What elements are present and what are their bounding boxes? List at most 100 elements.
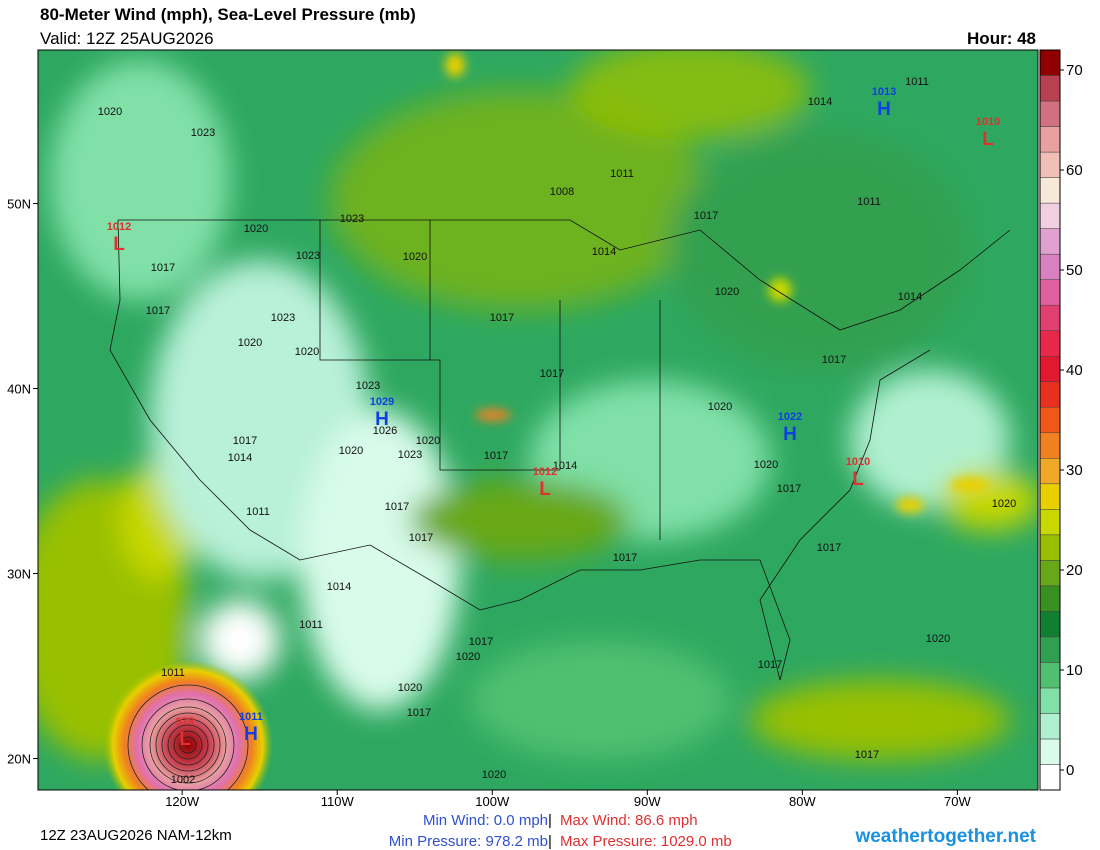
isobar-label: 1023 — [398, 449, 422, 461]
colorbar-box — [1039, 662, 1061, 689]
colorbar-label: 0 — [1066, 762, 1074, 779]
isobar-label: 1017 — [385, 501, 409, 513]
center-pressure: 1029 — [370, 396, 394, 408]
center-pressure: 1013 — [872, 86, 896, 98]
title: 80-Meter Wind (mph), Sea-Level Pressure … — [40, 5, 416, 24]
isobar-label: 1020 — [339, 445, 363, 457]
colorbar-box — [1039, 458, 1061, 485]
isobar-label: 1011 — [246, 506, 270, 518]
isobar-label: 1020 — [403, 251, 427, 263]
isobar-label: 1017 — [407, 707, 431, 719]
isobar-label: 1020 — [295, 346, 319, 358]
colorbar: 0 10 20 30 40 50 60 70 — [1039, 49, 1083, 791]
colorbar-box — [1039, 483, 1061, 510]
colorbar-frame — [1039, 49, 1061, 791]
lon-label: 80W — [789, 794, 816, 809]
isobar-label: 1017 — [540, 368, 564, 380]
colorbar-box — [1039, 764, 1061, 791]
isobar-label: 1017 — [613, 552, 637, 564]
isobar-label: 1020 — [398, 682, 422, 694]
lon-label: 90W — [634, 794, 661, 809]
center-symbol: L — [852, 469, 864, 490]
isobar-label: 1017 — [855, 749, 879, 761]
isobar-label: 1011 — [905, 76, 929, 88]
max-pressure: Max Pressure: 1029.0 mb — [560, 833, 732, 850]
colorbar-box — [1039, 432, 1061, 459]
colorbar-box — [1039, 279, 1061, 306]
isobar-label: 1023 — [296, 250, 320, 262]
colorbar-box — [1039, 330, 1061, 357]
isobar-label: 1017 — [758, 659, 782, 671]
center-symbol: H — [244, 724, 258, 745]
colorbar-box — [1039, 687, 1061, 714]
isobar-label: 1014 — [228, 452, 252, 464]
lat-label: 20N — [7, 752, 31, 767]
center-symbol: L — [113, 234, 125, 255]
colorbar-box — [1039, 126, 1061, 153]
colorbar-box — [1039, 534, 1061, 561]
center-symbol: H — [877, 99, 891, 120]
isobar-label: 1011 — [299, 619, 323, 631]
colorbar-box — [1039, 202, 1061, 229]
isobar-label: 1017 — [409, 532, 433, 544]
colorbar-box — [1039, 406, 1061, 434]
center-symbol: H — [783, 424, 797, 445]
colorbar-label: 70 — [1066, 62, 1083, 79]
isobar-label: 1023 — [271, 312, 295, 324]
isobar-label: 1014 — [592, 246, 616, 258]
center-pressure: 1010 — [976, 116, 1000, 128]
min-pressure: Min Pressure: 978.2 mb — [389, 833, 548, 850]
isobar-label: 1017 — [490, 312, 514, 324]
center-pressure: 1012 — [107, 221, 131, 233]
center-symbol: L — [982, 129, 994, 150]
colorbar-box — [1039, 100, 1061, 127]
site-link[interactable]: weathertogether.net — [854, 826, 1036, 847]
colorbar-box — [1039, 228, 1061, 255]
isobar-label: 1020 — [482, 769, 506, 781]
colorbar-label: 20 — [1066, 562, 1083, 579]
colorbar-box — [1039, 509, 1061, 536]
isobar-label: 1020 — [244, 223, 268, 235]
hurricane-isobars — [127, 684, 249, 790]
isobar-label: 1020 — [456, 651, 480, 663]
lon-label: 100W — [475, 794, 510, 809]
center-pressure: 978 — [176, 716, 194, 728]
lon-label: 70W — [944, 794, 971, 809]
colorbar-box — [1039, 304, 1061, 331]
isobar-label: 1017 — [233, 435, 257, 447]
colorbar-box — [1039, 713, 1061, 740]
lat-label: 30N — [7, 567, 31, 582]
isobar-label: 1020 — [416, 435, 440, 447]
isobar-label: 1017 — [817, 542, 841, 554]
center-symbol: L — [179, 729, 191, 750]
lat-label: 40N — [7, 382, 31, 397]
separator: | — [548, 833, 552, 850]
colorbar-box — [1039, 75, 1061, 102]
isobar-label: 1017 — [146, 305, 170, 317]
isobar-label: 1017 — [151, 262, 175, 274]
center-pressure: 1012 — [533, 466, 557, 478]
isobar-label: 1011 — [857, 196, 881, 208]
isobar-label: 1014 — [327, 581, 351, 593]
lon-label: 120W — [165, 794, 200, 809]
isobar-label: 1017 — [694, 210, 718, 222]
colorbar-box — [1039, 636, 1061, 663]
isobar-label: 1017 — [822, 354, 846, 366]
center-symbol: L — [539, 479, 551, 500]
colorbar-label: 40 — [1066, 362, 1083, 379]
isobar-label: 1020 — [708, 401, 732, 413]
isobar-label: 1017 — [484, 450, 508, 462]
colorbar-box — [1039, 611, 1061, 638]
isobar-label: 1026 — [373, 425, 397, 437]
center-symbol: H — [375, 409, 389, 430]
isobar-label: 1020 — [98, 106, 122, 118]
lon-label: 110W — [321, 794, 355, 809]
center-pressure: 1011 — [239, 711, 263, 723]
colorbar-box — [1039, 253, 1061, 280]
isobar-label: 1014 — [898, 291, 922, 303]
isobar-label: 1011 — [161, 667, 185, 679]
colorbar-label: 60 — [1066, 162, 1083, 179]
isobar-label: 1020 — [926, 633, 950, 645]
isobar-label: 1002 — [171, 774, 195, 786]
